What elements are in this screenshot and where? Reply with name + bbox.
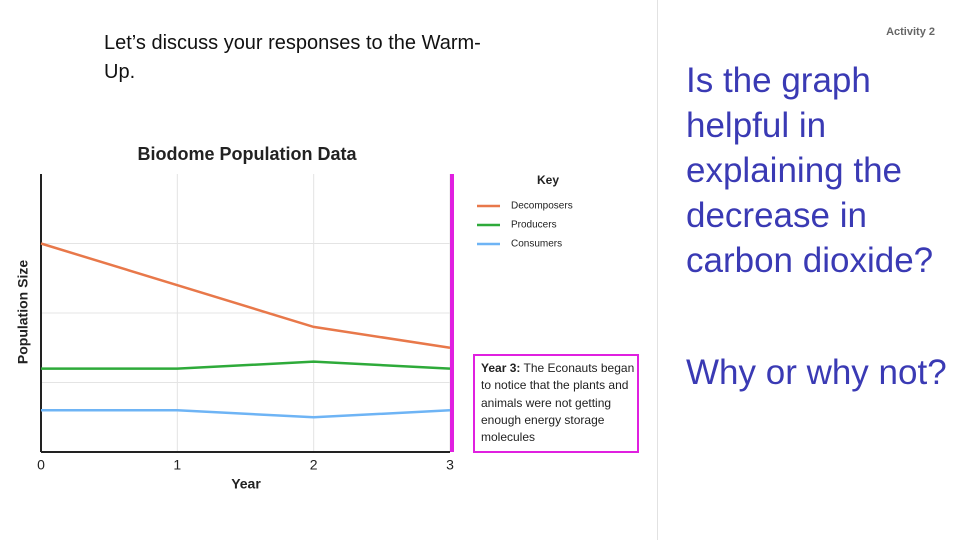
y-axis-label: Population Size (15, 260, 31, 364)
annotation-label: Year 3: (481, 361, 521, 375)
x-tick-label: 1 (173, 457, 181, 473)
annotation-text: The Econauts began to notice that the pl… (481, 361, 635, 445)
x-tick-label: 2 (310, 457, 318, 473)
chart: Biodome Population Data Year Population … (15, 144, 639, 492)
slide-heading: Let’s discuss your responses to the Warm… (104, 32, 481, 83)
chart-title: Biodome Population Data (137, 144, 357, 164)
legend-label: Decomposers (511, 201, 573, 212)
legend-label: Consumers (511, 239, 562, 250)
legend-title: Key (537, 173, 559, 187)
question: Is the graph helpful in explaining the d… (686, 61, 934, 280)
x-tick-label: 3 (446, 457, 454, 473)
x-tick-label: 0 (37, 457, 45, 473)
divider (657, 0, 658, 540)
annotation: Year 3: The Econauts began to notice tha… (481, 360, 637, 446)
activity-label: Activity 2 (886, 26, 935, 38)
x-axis-label: Year (231, 476, 261, 492)
follow-up-question: Why or why not? (686, 353, 947, 392)
legend-label: Producers (511, 220, 557, 231)
series-line (41, 409, 451, 419)
annotation-box (473, 354, 639, 453)
series-line (40, 242, 451, 349)
series-line (41, 360, 451, 370)
